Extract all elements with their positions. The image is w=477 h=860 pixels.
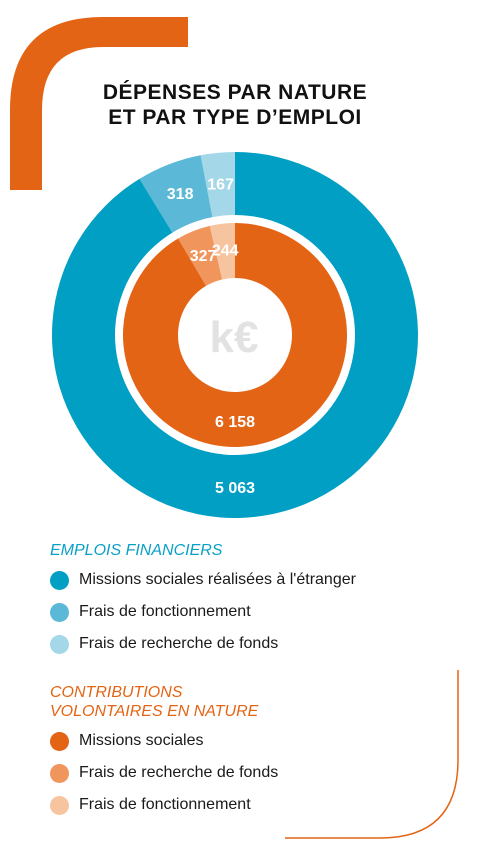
- legend-swatch: [50, 570, 69, 590]
- legend-item: Frais de recherche de fonds: [50, 757, 278, 789]
- outer-ring: [51, 152, 418, 518]
- legend-in-kind: CONTRIBUTIONS VOLONTAIRES EN NATURE Miss…: [50, 683, 278, 821]
- inner-ring: [123, 223, 348, 447]
- legend-item: Missions sociales réalisées à l'étranger: [50, 564, 356, 596]
- legend-financial: EMPLOIS FINANCIERS Missions sociales réa…: [50, 541, 356, 660]
- inner-slice-label: 327: [190, 248, 217, 265]
- legend-swatch: [50, 763, 69, 783]
- outer-slice: [139, 155, 213, 233]
- inner-slice: [178, 225, 223, 286]
- inner-slice-label: 6 158: [215, 414, 255, 431]
- chart-title: DÉPENSES PAR NATURE ET PAR TYPE D’EMPLOI: [60, 80, 410, 130]
- legend-label: Missions sociales réalisées à l'étranger: [79, 571, 356, 588]
- inner-slice: [123, 223, 348, 447]
- inner-slice-label: 244: [212, 243, 239, 260]
- legend-swatch: [50, 602, 69, 622]
- orange-bottom-right-arc: [285, 670, 459, 839]
- legend-swatch: [50, 634, 69, 654]
- outer-slice: [200, 152, 235, 218]
- legend-item: Frais de fonctionnement: [50, 789, 278, 821]
- legend-label: Frais de recherche de fonds: [79, 764, 279, 781]
- center-unit-label: k€: [210, 313, 259, 362]
- legend-label: Frais de fonctionnement: [79, 603, 251, 620]
- inner-slice: [209, 223, 235, 280]
- legend-swatch: [50, 731, 69, 751]
- legend-item: Frais de fonctionnement: [50, 596, 356, 628]
- legend-in-kind-heading-line1: CONTRIBUTIONS: [50, 684, 183, 701]
- chart-title-line1: DÉPENSES PAR NATURE: [102, 81, 368, 104]
- legend-financial-heading: EMPLOIS FINANCIERS: [50, 542, 223, 559]
- outer-slice-label: 167: [207, 177, 234, 194]
- outer-slice-label: 318: [167, 186, 194, 203]
- legend-in-kind-heading-line2: VOLONTAIRES EN NATURE: [50, 703, 259, 720]
- legend-item: Missions sociales: [50, 725, 278, 757]
- legend-swatch: [50, 795, 69, 815]
- outer-slice-label: 5 063: [215, 480, 255, 497]
- outer-slice: [51, 152, 418, 518]
- legend-in-kind-heading: CONTRIBUTIONS VOLONTAIRES EN NATURE: [50, 683, 278, 721]
- legend-item: Frais de recherche de fonds: [50, 628, 356, 660]
- legend-label: Frais de fonctionnement: [79, 796, 251, 813]
- chart-title-line2: ET PAR TYPE D’EMPLOI: [108, 106, 362, 129]
- legend-label: Frais de recherche de fonds: [79, 635, 279, 652]
- legend-label: Missions sociales: [79, 732, 204, 749]
- orange-corner-arc: [10, 17, 188, 190]
